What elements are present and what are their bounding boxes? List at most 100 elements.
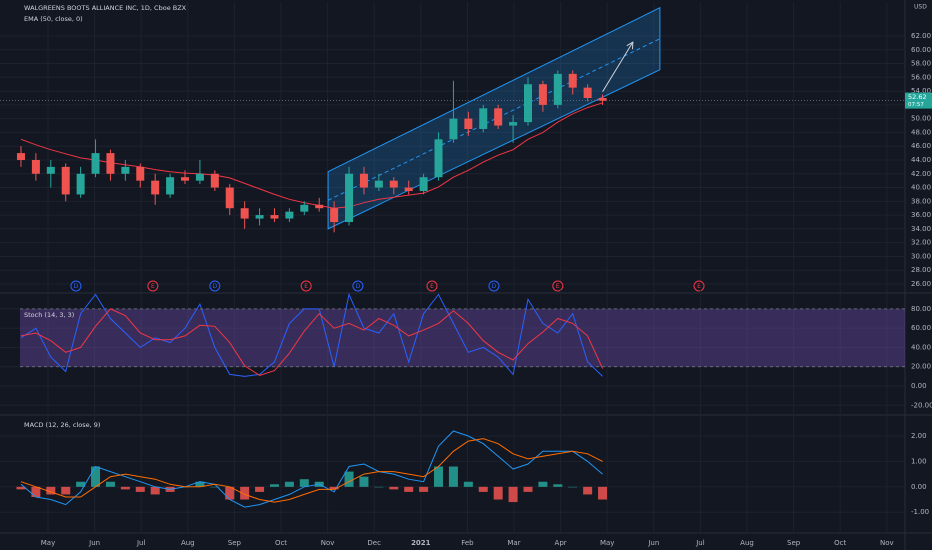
histogram-bar <box>46 486 56 495</box>
band-fill <box>20 308 905 367</box>
y-tick-label: 32.00 <box>911 239 931 247</box>
y-tick-label: 40.00 <box>911 343 931 351</box>
candle-body <box>61 166 70 195</box>
candle-body <box>568 73 577 88</box>
candle-body <box>359 173 368 188</box>
event-label: E <box>151 283 155 290</box>
currency: USD <box>914 4 927 11</box>
histogram-bar <box>255 486 265 492</box>
event-label: E <box>697 283 701 290</box>
histogram-bar <box>240 486 250 500</box>
candle-body <box>16 153 25 160</box>
candle-body <box>419 177 428 191</box>
histogram-bar <box>150 486 160 495</box>
candle-body <box>374 180 383 188</box>
y-tick-label: 60.00 <box>911 46 931 54</box>
event-label: E <box>304 283 308 290</box>
histogram-bar <box>568 486 578 488</box>
histogram-bar <box>195 481 205 487</box>
histogram-bar <box>523 486 533 492</box>
histogram-bar <box>389 486 399 490</box>
candle-body <box>345 173 354 222</box>
y-tick-label: 38.00 <box>911 197 931 205</box>
histogram-bar <box>404 486 414 492</box>
histogram-bar <box>478 486 488 492</box>
y-tick-label: 42.00 <box>911 170 931 178</box>
y-tick-label: 54.00 <box>911 87 931 95</box>
channel <box>327 6 661 230</box>
pane-title: MACD (12, 26, close, 9) <box>24 421 100 429</box>
x-tick-label: Oct <box>834 539 846 547</box>
histogram-bar <box>598 486 608 500</box>
candle-body <box>449 118 458 140</box>
candle-body <box>538 84 547 105</box>
y-tick-label: 40.00 <box>911 184 931 192</box>
candle-body <box>464 118 473 129</box>
candle-body <box>583 87 592 98</box>
histogram-bar <box>284 481 294 487</box>
candle-body <box>195 173 204 181</box>
x-tick-label: 2021 <box>411 539 431 547</box>
legend-entry: EMA (50, close, 0) <box>24 15 83 23</box>
y-tick-label: 48.00 <box>911 128 931 136</box>
x-tick-label: Jun <box>647 539 659 547</box>
x-tick-label: Jul <box>695 539 705 547</box>
x-tick-label: Mar <box>507 539 520 547</box>
histogram-bar <box>508 486 518 503</box>
last-price-box <box>905 92 932 109</box>
event-label: D <box>356 283 361 290</box>
y-tick-label: 62.00 <box>911 32 931 40</box>
histogram-bar <box>553 484 563 487</box>
histogram-bar <box>359 476 369 487</box>
x-tick-label: Aug <box>181 539 195 547</box>
candle-body <box>434 139 443 178</box>
y-tick-label: 56.00 <box>911 73 931 81</box>
event-label: D <box>492 283 497 290</box>
histogram-bar <box>419 486 429 492</box>
arrow <box>602 41 634 93</box>
histogram-bar <box>434 466 444 487</box>
candle-body <box>479 108 488 129</box>
candle-body <box>240 208 249 219</box>
x-tick-label: Jun <box>88 539 100 547</box>
countdown: 07:57 <box>908 102 924 108</box>
event-label: D <box>74 283 79 290</box>
candle-body <box>31 159 40 174</box>
event-label: E <box>430 283 434 290</box>
histogram-bar <box>61 486 71 495</box>
candle-body <box>404 187 413 191</box>
y-tick-label: 2.00 <box>911 432 927 440</box>
candle-body <box>91 153 100 174</box>
candle-body <box>553 73 562 105</box>
histogram-bar <box>344 471 354 487</box>
histogram-bar <box>374 486 384 488</box>
event-label: E <box>556 283 560 290</box>
histogram-bar <box>493 486 503 500</box>
event-marker <box>300 280 312 292</box>
candle-body <box>494 108 503 126</box>
y-tick-label: 1.00 <box>911 457 927 465</box>
y-tick-label: 30.00 <box>911 252 931 260</box>
event-marker <box>352 280 364 292</box>
indicator-line <box>20 102 603 209</box>
y-tick-label: 50.00 <box>911 115 931 123</box>
x-tick-label: Apr <box>555 539 567 547</box>
candle-body <box>598 97 607 101</box>
candle-body <box>389 180 398 188</box>
arrow-head <box>626 41 634 50</box>
indicator-line <box>20 430 603 508</box>
histogram-bar <box>31 486 41 497</box>
indicator-line <box>20 308 604 376</box>
histogram-bar <box>135 486 145 492</box>
candle-body <box>225 187 234 209</box>
candle-body <box>76 173 85 195</box>
y-tick-label: 46.00 <box>911 142 931 150</box>
x-tick-label: Nov <box>321 539 335 547</box>
event-marker <box>488 280 500 292</box>
candle-body <box>166 177 175 195</box>
histogram-bar <box>583 486 593 495</box>
histogram-bar <box>269 484 279 487</box>
candle-body <box>330 208 339 222</box>
histogram-bar <box>538 481 548 487</box>
